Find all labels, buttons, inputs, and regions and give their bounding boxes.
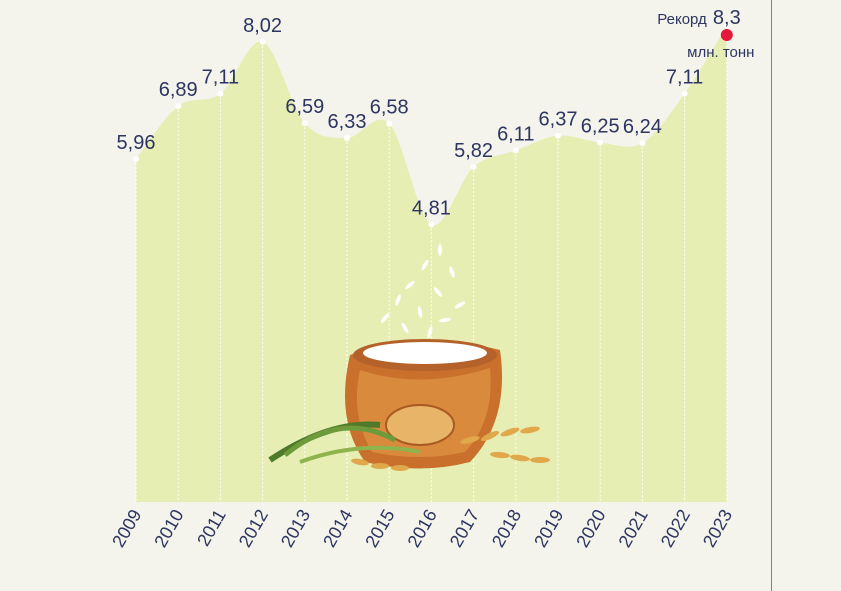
value-label-2021: 6,24: [623, 116, 662, 138]
unit-label: млн. тонн: [687, 44, 754, 61]
year-label-2013: 2013: [277, 506, 314, 551]
data-point-2016: [428, 221, 435, 228]
year-label-2021: 2021: [615, 506, 652, 551]
data-point-2017: [470, 163, 477, 170]
data-point-2022: [681, 90, 688, 97]
year-label-2014: 2014: [319, 506, 356, 551]
value-label-2017: 5,82: [454, 140, 493, 162]
year-label-2009: 2009: [108, 506, 145, 551]
data-point-2023: [723, 22, 730, 29]
value-label-2015: 6,58: [370, 97, 409, 119]
data-point-2019: [555, 132, 561, 139]
record-dot: [720, 29, 733, 41]
value-label-2011: 7,11: [202, 67, 239, 89]
data-point-2020: [597, 139, 604, 146]
value-label-2009: 5,96: [117, 132, 156, 154]
data-point-2011: [217, 90, 224, 97]
value-label-2023: 8,3: [713, 7, 741, 29]
data-point-2018: [512, 147, 519, 154]
year-label-2017: 2017: [446, 506, 483, 551]
right-divider: [771, 0, 772, 591]
data-point-2012: [259, 38, 266, 45]
value-label-2012: 8,02: [243, 15, 282, 37]
year-label-2016: 2016: [404, 506, 441, 551]
value-label-2018: 6,11: [497, 123, 534, 145]
year-label-2010: 2010: [150, 506, 187, 551]
value-label-2022: 7,11: [666, 67, 703, 89]
rice-sack-icon: [268, 244, 550, 471]
year-label-2019: 2019: [530, 506, 567, 551]
record-annotation: Рекорд млн. тонн: [657, 11, 754, 61]
year-labels: 2009 2010 2011 2012 2013 2014 2015 2016 2017 2018…: [108, 506, 736, 551]
year-label-2022: 2022: [657, 506, 694, 551]
value-labels: 5,966,897,118,026,596,336,584,815,826,11…: [117, 7, 741, 219]
data-point-2015: [386, 120, 393, 127]
year-label-2012: 2012: [235, 506, 272, 551]
value-label-2013: 6,59: [285, 96, 324, 118]
guide-lines: [133, 22, 730, 502]
data-point-2009: [133, 156, 139, 162]
chart-area: [136, 25, 727, 502]
data-point-2021: [639, 140, 646, 147]
year-label-2018: 2018: [488, 506, 525, 551]
value-label-2020: 6,25: [581, 115, 620, 137]
data-point-2013: [301, 120, 308, 127]
data-point-2010: [175, 103, 182, 110]
value-label-2010: 6,89: [159, 79, 198, 101]
year-label-2011: 2011: [193, 506, 230, 550]
year-label-2023: 2023: [699, 506, 736, 551]
value-label-2016: 4,81: [412, 197, 451, 219]
data-point-2014: [344, 134, 350, 141]
value-label-2014: 6,33: [328, 111, 367, 133]
record-label: Рекорд: [657, 11, 707, 28]
year-label-2020: 2020: [572, 506, 609, 551]
value-label-2019: 6,37: [539, 109, 578, 131]
year-label-2015: 2015: [361, 506, 398, 551]
